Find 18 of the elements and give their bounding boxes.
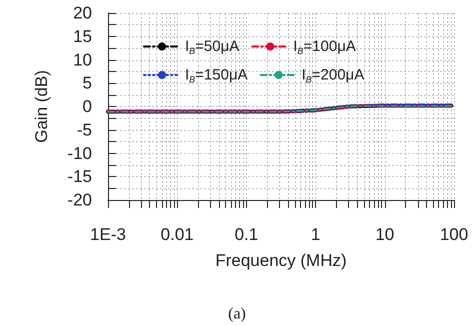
y-tick-label: -20 xyxy=(67,190,92,210)
y-tick-label: 20 xyxy=(73,4,92,22)
x-tick-label: 0.1 xyxy=(234,225,258,244)
x-tick-label: 1E-3 xyxy=(90,225,126,244)
text: (a) xyxy=(228,306,246,322)
y-tick-label: -15 xyxy=(67,167,92,186)
x-tick-label: 0.01 xyxy=(160,225,194,244)
y-tick-label: 5 xyxy=(82,74,92,93)
y-tick-label: 10 xyxy=(73,50,92,70)
y-tick-label: -5 xyxy=(76,120,92,140)
x-tick-label: 100 xyxy=(440,225,468,244)
y-tick-label: 15 xyxy=(73,26,92,46)
x-axis-title: Frequency (MHz) xyxy=(215,251,347,270)
y-tick-label: 0 xyxy=(82,97,92,116)
x-tick-label: 10 xyxy=(375,225,394,244)
x-tick-label: 1 xyxy=(310,225,320,244)
y-tick-label: -10 xyxy=(67,144,92,163)
y-axis-title: Gain (dB) xyxy=(32,70,51,143)
